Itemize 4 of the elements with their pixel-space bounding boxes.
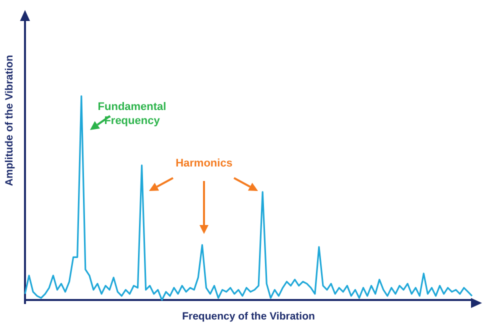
y-axis-title: Amplitude of the Vibration — [4, 54, 16, 186]
annotation: Fundamental Frequency — [98, 101, 166, 127]
annotation: Harmonics — [176, 158, 232, 170]
x-axis-title: Frequency of the Vibration — [182, 310, 315, 322]
